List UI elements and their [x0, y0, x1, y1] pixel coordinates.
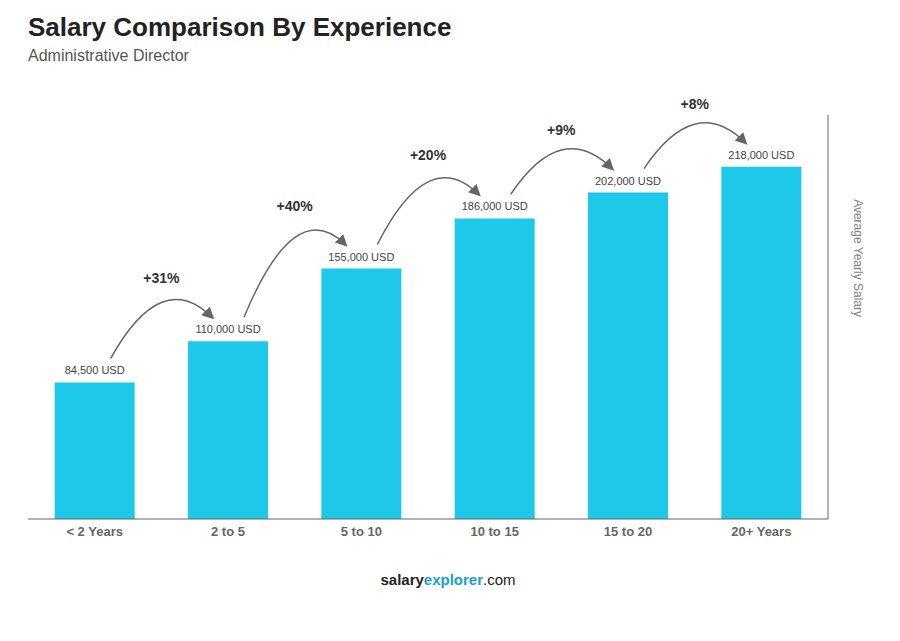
svg-text:5 to 10: 5 to 10 — [341, 524, 382, 539]
html-text:salary explorer.com: salary explorer.com — [380, 571, 516, 588]
svg-text:202,000 USD: 202,000 USD — [595, 175, 661, 187]
svg-text:+8%: +8% — [680, 96, 709, 112]
svg-text:Average Yearly Salary: Average Yearly Salary — [851, 199, 865, 317]
svg-text:155,000 USD: 155,000 USD — [328, 251, 394, 263]
svg-text:15 to 20: 15 to 20 — [604, 524, 652, 539]
html-text:Administrative Director: Administrative Director — [28, 47, 189, 64]
svg-text:+9%: +9% — [547, 122, 576, 138]
svg-text:186,000 USD: 186,000 USD — [462, 200, 528, 212]
svg-text:+31%: +31% — [143, 270, 180, 286]
svg-text:110,000 USD: 110,000 USD — [195, 323, 260, 335]
svg-text:84,500 USD: 84,500 USD — [65, 364, 125, 376]
svg-text:< 2 Years: < 2 Years — [66, 524, 123, 539]
svg-text:218,000 USD: 218,000 USD — [728, 149, 794, 161]
svg-text:+40%: +40% — [277, 198, 314, 214]
svg-text:+20%: +20% — [410, 147, 447, 163]
svg-text:2 to 5: 2 to 5 — [211, 524, 245, 539]
svg-text:20+ Years: 20+ Years — [731, 524, 791, 539]
html-text:Salary Comparison By Experienc: Salary Comparison By Experience — [28, 12, 452, 42]
svg-text:10 to 15: 10 to 15 — [470, 524, 518, 539]
